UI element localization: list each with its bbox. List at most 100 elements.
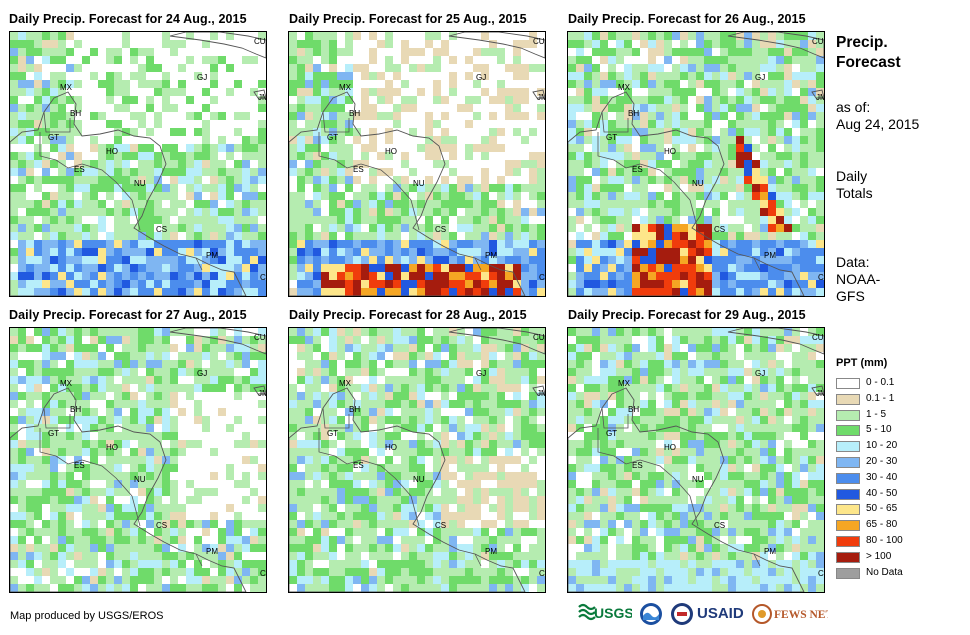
coastline [289, 387, 526, 592]
country-label-gj: GJ [476, 369, 486, 378]
data-source-line1: Data: [836, 254, 870, 270]
country-label-gt: GT [327, 133, 338, 142]
country-border [753, 257, 761, 271]
legend-label: 1 - 5 [866, 408, 887, 420]
coastline [10, 91, 247, 296]
country-label-gj: GJ [755, 369, 765, 378]
country-border [55, 455, 83, 465]
country-label-mx: MX [60, 379, 73, 388]
country-label-jm: JM [816, 93, 824, 102]
country-label-pm: PM [764, 547, 776, 556]
country-label-cs: CS [435, 225, 446, 234]
daily-totals-note: Daily Totals [836, 168, 873, 202]
country-label-cu: CU [533, 37, 545, 46]
legend-label: 30 - 40 [866, 471, 898, 483]
country-border [689, 495, 699, 527]
country-border [195, 257, 203, 271]
country-label-mx: MX [60, 83, 73, 92]
country-border [131, 199, 141, 231]
sidebar-title-line2: Forecast [836, 54, 901, 71]
legend-label: 65 - 80 [866, 519, 898, 531]
country-label-gj: GJ [476, 73, 486, 82]
country-border [474, 257, 482, 271]
sidebar-title-line1: Precip. [836, 34, 888, 51]
panel-title-4: Daily Precip. Forecast for 27 Aug., 2015 [9, 308, 247, 322]
country-border [39, 428, 57, 457]
coastline [253, 385, 266, 395]
country-label-nu: NU [134, 179, 146, 188]
country-label-jm: JM [258, 389, 266, 398]
legend-swatch [836, 488, 860, 500]
legend-label: No Data [866, 566, 903, 578]
country-label-nu: NU [692, 179, 704, 188]
coastline [727, 328, 824, 355]
legend-label: 20 - 30 [866, 456, 898, 467]
coastline [10, 387, 247, 592]
panel-title-1: Daily Precip. Forecast for 24 Aug., 2015 [9, 12, 247, 26]
coastline [448, 32, 545, 59]
data-source-note: Data: NOAA- GFS [836, 254, 880, 305]
country-label-ho: HO [664, 147, 676, 156]
country-label-jm: JM [816, 389, 824, 398]
country-label-co: CO [260, 569, 266, 578]
country-border [597, 132, 615, 161]
data-source-line2: NOAA- [836, 271, 881, 287]
country-label-es: ES [74, 165, 85, 174]
country-label-bh: BH [349, 109, 360, 118]
country-label-jm: JM [258, 93, 266, 102]
coastline [169, 32, 266, 59]
country-label-cs: CS [156, 225, 167, 234]
forecast-map-1: CU GJ JM MX BH GT HO ES NU CS PM CO [9, 31, 267, 297]
country-label-cs: CS [714, 225, 725, 234]
country-border [55, 159, 83, 169]
country-label-bh: BH [70, 109, 81, 118]
fews-net-logo-text: FEWS NET [774, 609, 828, 621]
map-credit: Map produced by USGS/EROS [10, 610, 164, 622]
country-label-es: ES [632, 165, 643, 174]
forecast-map-6: CU GJ JM MX BH GT HO ES NU CS PM CO [567, 327, 825, 593]
coastline [532, 89, 545, 99]
country-label-jm: JM [537, 389, 545, 398]
country-border [322, 407, 350, 429]
country-border [43, 111, 71, 133]
country-label-bh: BH [628, 405, 639, 414]
country-label-cs: CS [156, 521, 167, 530]
coastline [568, 91, 805, 296]
legend-label: 40 - 50 [866, 487, 898, 499]
country-label-gt: GT [48, 133, 59, 142]
country-label-mx: MX [339, 83, 352, 92]
legend-swatch [836, 520, 860, 532]
country-border [318, 428, 336, 457]
forecast-map-2: CU GJ JM MX BH GT HO ES NU CS PM CO [288, 31, 546, 297]
country-label-mx: MX [618, 83, 631, 92]
country-border [673, 477, 691, 497]
country-label-co: CO [539, 273, 545, 282]
legend-swatch [836, 393, 860, 405]
legend-label: 5 - 10 [866, 424, 892, 436]
country-label-pm: PM [764, 251, 776, 260]
country-label-es: ES [353, 461, 364, 470]
forecast-map-4: CU GJ JM MX BH GT HO ES NU CS PM CO [9, 327, 267, 593]
country-border [39, 132, 57, 161]
data-source-line3: GFS [836, 288, 865, 304]
country-label-pm: PM [485, 547, 497, 556]
daily-totals-line2: Totals [836, 185, 873, 201]
legend-swatch [836, 425, 860, 437]
legend-swatch [836, 536, 860, 547]
country-border [601, 407, 629, 429]
country-border [334, 455, 362, 465]
country-label-ho: HO [106, 443, 118, 452]
country-border [81, 163, 117, 183]
country-label-pm: PM [206, 251, 218, 260]
usaid-seal-icon [670, 601, 694, 629]
country-label-co: CO [260, 273, 266, 282]
country-border [753, 553, 761, 567]
legend-swatch [836, 409, 860, 421]
legend-swatch [836, 457, 860, 468]
country-label-cs: CS [435, 521, 446, 530]
country-label-co: CO [539, 569, 545, 578]
country-label-gt: GT [48, 429, 59, 438]
country-border [360, 459, 396, 479]
coastline [568, 387, 805, 592]
country-label-cu: CU [812, 37, 824, 46]
